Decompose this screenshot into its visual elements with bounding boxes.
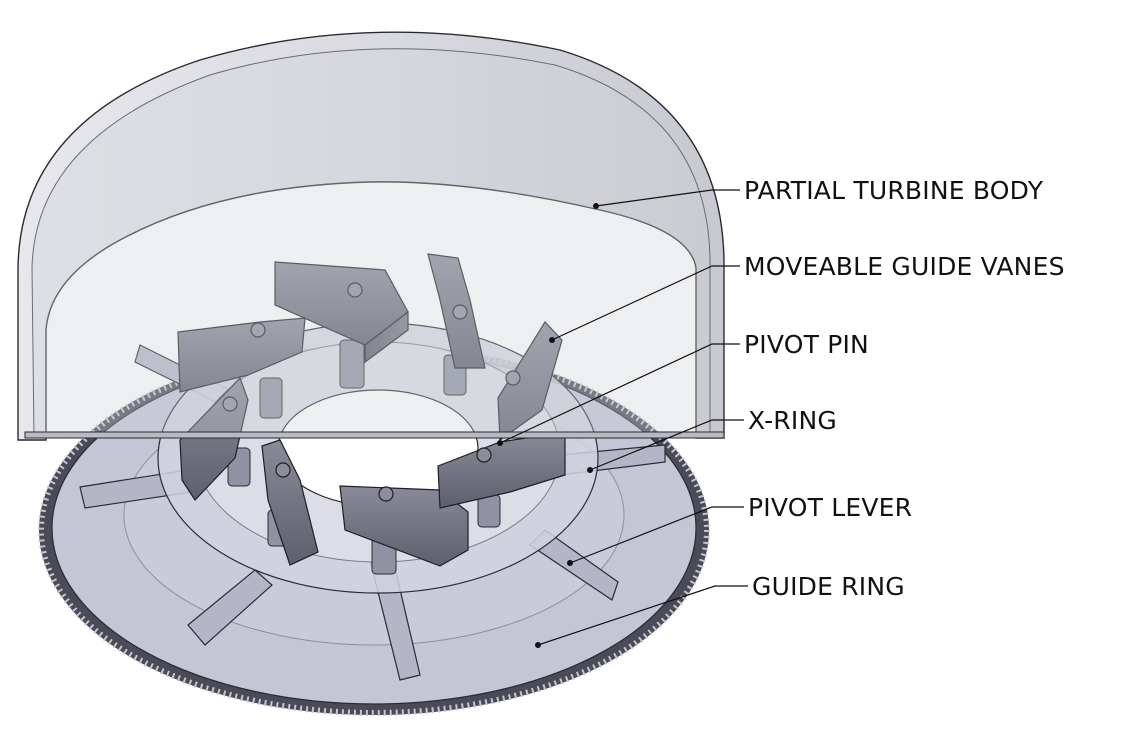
leader-pivot-lever — [569, 506, 744, 564]
pivot-pin — [477, 494, 501, 528]
label-pivot-lever: PIVOT LEVER — [748, 493, 912, 522]
pivot-pin-cap — [275, 462, 291, 478]
pivot-pin-cap — [452, 304, 468, 320]
pivot-pin-cap — [378, 486, 394, 502]
pivot-pin-cap — [250, 322, 266, 338]
guide-vane — [177, 317, 306, 393]
turbine-body — [17, 31, 725, 441]
guide-vane-side — [364, 310, 409, 364]
label-guide-ring: GUIDE RING — [752, 572, 905, 601]
leader-turbine-body — [595, 189, 740, 207]
pivot-pin-cap — [476, 447, 492, 463]
gear-teeth-pattern — [38, 344, 710, 716]
label-guide-vanes: MOVEABLE GUIDE VANES — [744, 252, 1065, 281]
pivot-pin-cap — [222, 396, 238, 412]
pivot-lever — [187, 569, 273, 646]
turbine-body-inner — [31, 48, 711, 439]
callouts — [497, 189, 748, 648]
pivot-pin-cap — [347, 282, 363, 298]
leader-guide-vanes — [551, 265, 740, 341]
pivot-pin — [339, 339, 365, 389]
label-x-ring: X-RING — [748, 406, 837, 435]
leader-x-ring — [589, 419, 744, 471]
turbine-body-shell — [17, 31, 725, 441]
leader-guide-ring — [537, 585, 748, 646]
label-pivot-pin: PIVOT PIN — [744, 330, 869, 359]
pivot-pin — [259, 377, 283, 419]
turbine-body-rim — [24, 431, 725, 439]
pivot-pin-caps — [222, 282, 521, 502]
guide-vanes — [177, 253, 566, 567]
label-turbine-body: PARTIAL TURBINE BODY — [744, 176, 1044, 205]
leader-pivot-pin — [499, 343, 740, 444]
labels: PARTIAL TURBINE BODY MOVEABLE GUIDE VANE… — [744, 176, 1065, 601]
pivot-pin-cap — [505, 370, 521, 386]
